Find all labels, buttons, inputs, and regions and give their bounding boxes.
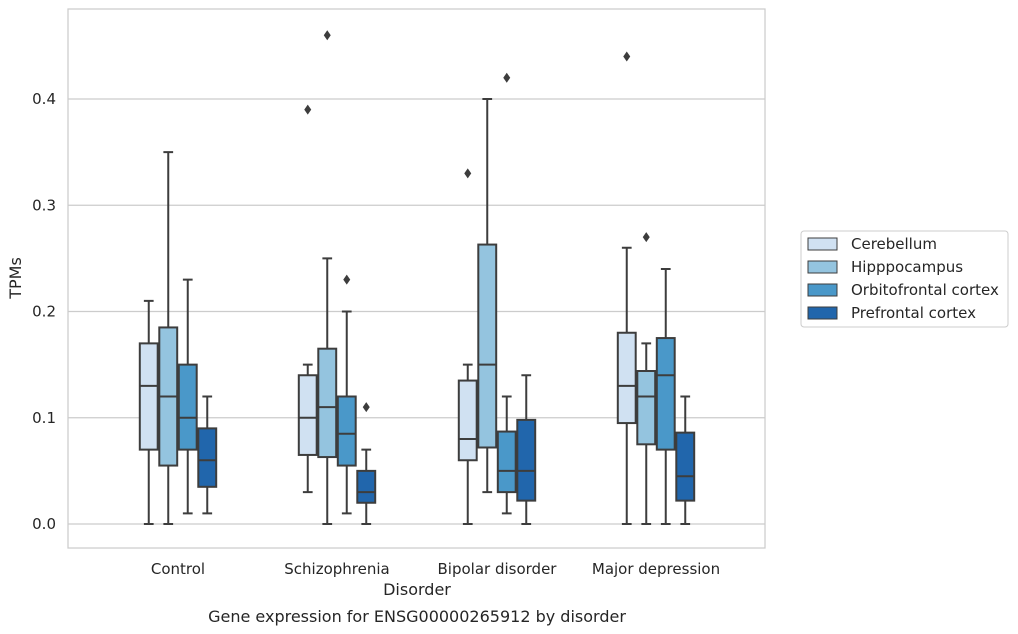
x-tick-label: Control	[151, 560, 205, 578]
x-axis-label: Disorder	[383, 580, 451, 599]
box-orbitofrontal-cortex	[336, 274, 357, 515]
legend-label: Cerebellum	[851, 235, 937, 253]
box-iqr	[496, 430, 517, 494]
box-iqr	[477, 243, 498, 449]
box-prefrontal-cortex	[675, 395, 696, 525]
legend-swatch	[807, 283, 838, 297]
box-prefrontal-cortex	[356, 402, 377, 525]
box-hipppocampus	[158, 151, 179, 525]
box-iqr	[356, 469, 377, 504]
outlier-point	[343, 274, 351, 285]
legend-label: Orbitofrontal cortex	[851, 281, 999, 299]
legend-label: Hipppocampus	[851, 258, 963, 276]
box-orbitofrontal-cortex	[177, 278, 198, 515]
outlier-point	[464, 168, 472, 179]
box-iqr	[616, 331, 637, 425]
box-cerebellum	[457, 168, 478, 525]
chart-caption: Gene expression for ENSG00000265912 by d…	[208, 607, 626, 626]
box-iqr	[636, 370, 657, 446]
box-iqr	[177, 363, 198, 451]
box-iqr	[317, 347, 338, 459]
box-iqr	[138, 342, 159, 451]
box-prefrontal-cortex	[516, 374, 537, 525]
y-tick-label: 0.1	[32, 409, 56, 427]
y-axis-label: TPMs	[6, 257, 25, 300]
box-iqr	[516, 418, 537, 502]
legend: Cerebellum Hipppocampus Orbitofrontal cort…	[800, 230, 1009, 328]
outlier-point	[304, 104, 312, 115]
box-iqr	[197, 427, 218, 488]
box-cerebellum	[138, 299, 159, 525]
box-orbitofrontal-cortex	[496, 72, 517, 515]
outlier-point	[503, 72, 511, 83]
box-cerebellum	[297, 104, 318, 494]
legend-swatch	[807, 237, 838, 251]
x-tick-labels: Control Schizophrenia Bipolar disorder Majo…	[151, 560, 720, 578]
box-hipppocampus	[477, 98, 498, 494]
box-cerebellum	[616, 51, 637, 525]
y-tick-labels: 0.0 0.1 0.2 0.3 0.4	[32, 90, 56, 533]
box-prefrontal-cortex	[197, 395, 218, 515]
box-iqr	[675, 431, 696, 502]
legend-swatch	[807, 260, 838, 274]
outlier-point	[323, 30, 331, 41]
legend-swatch	[807, 306, 838, 320]
y-tick-label: 0.3	[32, 196, 56, 214]
box-hipppocampus	[636, 232, 657, 525]
box-iqr	[297, 374, 318, 456]
y-tick-label: 0.4	[32, 90, 56, 108]
legend-label: Prefrontal cortex	[851, 304, 976, 322]
box-orbitofrontal-cortex	[655, 268, 676, 525]
boxes	[138, 30, 696, 525]
box-iqr	[655, 337, 676, 451]
plot-area-frame	[67, 8, 766, 549]
box-iqr	[457, 379, 478, 462]
y-tick-label: 0.0	[32, 515, 56, 533]
x-tick-label: Major depression	[592, 560, 720, 578]
box-iqr	[336, 395, 357, 467]
x-tick-label: Schizophrenia	[284, 560, 389, 578]
legend-frame	[800, 230, 1009, 328]
x-tick-label: Bipolar disorder	[438, 560, 558, 578]
outlier-point	[642, 232, 650, 243]
outlier-point	[362, 402, 370, 413]
box-hipppocampus	[317, 30, 338, 525]
outlier-point	[623, 51, 631, 62]
y-tick-label: 0.2	[32, 303, 56, 321]
